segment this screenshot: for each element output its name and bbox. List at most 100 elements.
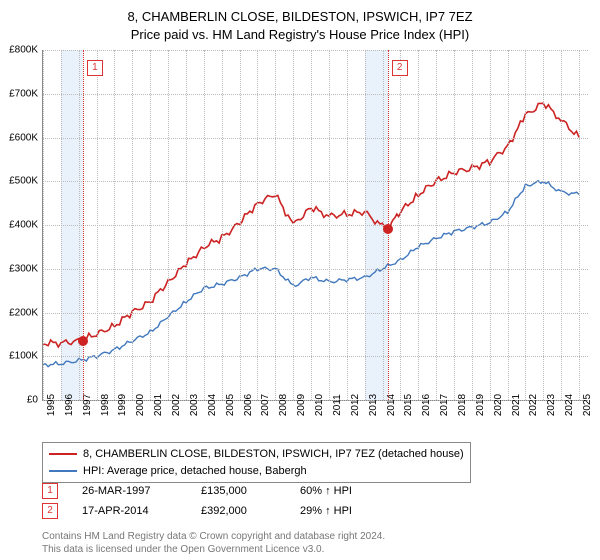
gridline-h xyxy=(43,181,588,182)
gridline-h xyxy=(43,94,588,95)
y-axis-label: £700K xyxy=(0,88,38,99)
x-axis-label: 2016 xyxy=(421,394,432,416)
x-axis-label: 2012 xyxy=(350,394,361,416)
gridline-v xyxy=(150,50,151,400)
y-axis-label: £600K xyxy=(0,132,38,143)
x-axis-label: 2001 xyxy=(153,394,164,416)
gridline-v xyxy=(43,50,44,400)
gridline-h xyxy=(43,356,588,357)
y-axis-label: £0 xyxy=(0,395,38,406)
legend: 8, CHAMBERLIN CLOSE, BILDESTON, IPSWICH,… xyxy=(42,442,471,483)
transaction-price-1: £135,000 xyxy=(201,485,276,497)
x-axis-label: 2015 xyxy=(403,394,414,416)
legend-swatch-property xyxy=(49,453,77,455)
x-axis-label: 2013 xyxy=(368,394,379,416)
transactions-table: 1 26-MAR-1997 £135,000 60% ↑ HPI 2 17-AP… xyxy=(42,483,390,523)
gridline-v xyxy=(400,50,401,400)
transaction-pct-1: 60% ↑ HPI xyxy=(300,485,390,497)
marker-dot xyxy=(78,336,88,346)
gridline-v xyxy=(257,50,258,400)
x-axis-label: 2000 xyxy=(135,394,146,416)
gridline-h xyxy=(43,313,588,314)
transaction-price-2: £392,000 xyxy=(201,505,276,517)
footer: Contains HM Land Registry data © Crown c… xyxy=(42,530,385,556)
gridline-v xyxy=(329,50,330,400)
gridline-h xyxy=(43,225,588,226)
transaction-row-1: 1 26-MAR-1997 £135,000 60% ↑ HPI xyxy=(42,483,390,499)
legend-swatch-hpi xyxy=(49,470,77,472)
gridline-v xyxy=(472,50,473,400)
chart-container: 8, CHAMBERLIN CLOSE, BILDESTON, IPSWICH,… xyxy=(0,0,600,560)
gridline-v xyxy=(525,50,526,400)
gridline-v xyxy=(436,50,437,400)
x-axis-label: 2010 xyxy=(314,394,325,416)
x-axis-label: 2011 xyxy=(332,394,343,416)
y-axis-label: £800K xyxy=(0,45,38,56)
transaction-marker-2: 2 xyxy=(42,503,58,519)
x-axis-label: 2020 xyxy=(493,394,504,416)
legend-item-hpi: HPI: Average price, detached house, Babe… xyxy=(49,463,464,480)
legend-item-property: 8, CHAMBERLIN CLOSE, BILDESTON, IPSWICH,… xyxy=(49,446,464,463)
gridline-h xyxy=(43,269,588,270)
gridline-v xyxy=(365,50,366,400)
x-axis-label: 1998 xyxy=(100,394,111,416)
transaction-date-2: 17-APR-2014 xyxy=(82,505,177,517)
x-axis-label: 2003 xyxy=(189,394,200,416)
x-axis-label: 1995 xyxy=(46,394,57,416)
x-axis-label: 2006 xyxy=(243,394,254,416)
gridline-v xyxy=(561,50,562,400)
x-axis-label: 2004 xyxy=(207,394,218,416)
gridline-v xyxy=(222,50,223,400)
gridline-v xyxy=(543,50,544,400)
marker-box: 2 xyxy=(392,60,408,76)
chart-title: 8, CHAMBERLIN CLOSE, BILDESTON, IPSWICH,… xyxy=(0,0,600,43)
footer-line2: This data is licensed under the Open Gov… xyxy=(42,543,385,556)
gridline-v xyxy=(508,50,509,400)
gridline-v xyxy=(61,50,62,400)
x-axis-label: 2002 xyxy=(171,394,182,416)
x-axis-label: 2017 xyxy=(439,394,450,416)
gridline-v xyxy=(579,50,580,400)
gridline-h xyxy=(43,50,588,51)
footer-line1: Contains HM Land Registry data © Crown c… xyxy=(42,530,385,543)
gridline-v xyxy=(311,50,312,400)
x-axis-label: 2009 xyxy=(296,394,307,416)
title-line2: Price paid vs. HM Land Registry's House … xyxy=(0,26,600,44)
transaction-date-1: 26-MAR-1997 xyxy=(82,485,177,497)
y-axis-label: £400K xyxy=(0,220,38,231)
y-axis-label: £500K xyxy=(0,176,38,187)
x-axis-label: 1999 xyxy=(117,394,128,416)
gridline-v xyxy=(186,50,187,400)
gridline-v xyxy=(97,50,98,400)
x-axis-label: 2018 xyxy=(457,394,468,416)
gridline-h xyxy=(43,138,588,139)
gridline-v xyxy=(454,50,455,400)
y-axis-label: £200K xyxy=(0,307,38,318)
gridline-v xyxy=(490,50,491,400)
chart-plot-area: £0£100K£200K£300K£400K£500K£600K£700K£80… xyxy=(42,50,588,401)
x-axis-label: 2023 xyxy=(546,394,557,416)
x-axis-label: 2025 xyxy=(582,394,593,416)
title-line1: 8, CHAMBERLIN CLOSE, BILDESTON, IPSWICH,… xyxy=(0,8,600,26)
legend-label-hpi: HPI: Average price, detached house, Babe… xyxy=(83,463,307,480)
x-axis-label: 2008 xyxy=(278,394,289,416)
x-axis-label: 2024 xyxy=(564,394,575,416)
gridline-v xyxy=(168,50,169,400)
gridline-v xyxy=(293,50,294,400)
x-axis-label: 2021 xyxy=(511,394,522,416)
gridline-v xyxy=(132,50,133,400)
marker-box: 1 xyxy=(87,60,103,76)
gridline-v xyxy=(347,50,348,400)
gridline-v xyxy=(204,50,205,400)
gridline-v xyxy=(240,50,241,400)
transaction-row-2: 2 17-APR-2014 £392,000 29% ↑ HPI xyxy=(42,503,390,519)
x-axis-label: 2007 xyxy=(260,394,271,416)
gridline-v xyxy=(418,50,419,400)
marker-dot xyxy=(383,224,393,234)
y-axis-label: £100K xyxy=(0,351,38,362)
legend-label-property: 8, CHAMBERLIN CLOSE, BILDESTON, IPSWICH,… xyxy=(83,446,464,463)
x-axis-label: 2005 xyxy=(225,394,236,416)
marker-line xyxy=(83,50,84,400)
transaction-pct-2: 29% ↑ HPI xyxy=(300,505,390,517)
transaction-marker-1: 1 xyxy=(42,483,58,499)
